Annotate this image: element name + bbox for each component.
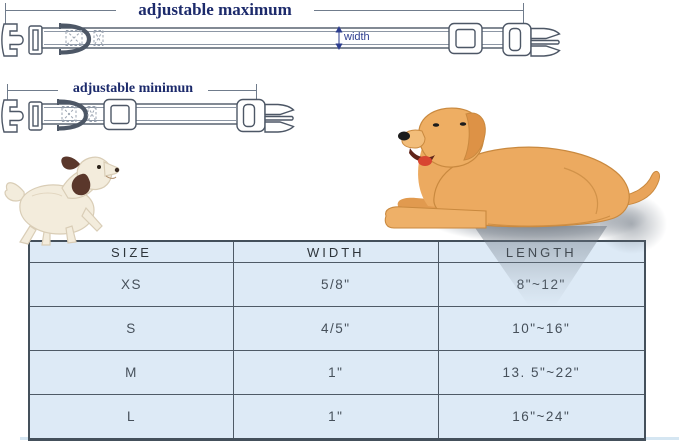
puppy-ear-patch (71, 173, 91, 196)
dog-front-leg (384, 206, 487, 229)
cell-size: M (28, 350, 234, 395)
header-width: WIDTH (233, 240, 439, 263)
dog-eye (459, 122, 467, 126)
small-dog-illustration (4, 156, 120, 246)
collar-strap (41, 27, 507, 49)
cell-size: XS (28, 262, 234, 307)
cell-width: 5/8" (233, 262, 439, 307)
d-ring-icon (57, 99, 89, 131)
stitch-marks (65, 30, 104, 46)
cell-length: 13. 5"~22" (437, 350, 646, 395)
puppy-ear (61, 156, 80, 170)
dog-tongue (418, 156, 432, 166)
adjustable-maximum-label: adjustable maximum (138, 0, 292, 19)
table-row: L 1" 16"~24" (28, 394, 646, 440)
stitch-marks (61, 106, 97, 122)
cell-length: 16"~24" (437, 394, 646, 440)
width-arrow-icon (335, 25, 343, 51)
cell-width: 1" (233, 394, 439, 440)
cell-length: 8"~12" (437, 262, 646, 307)
large-dog-illustration (384, 107, 660, 229)
dog-nose (398, 131, 410, 141)
table-row: S 4/5" 10"~16" (28, 306, 646, 351)
cell-width: 1" (233, 350, 439, 395)
puppy-eye (97, 165, 101, 169)
header-size: SIZE (28, 240, 234, 263)
collar-min-diagram-icon (1, 84, 295, 133)
buckle-female-icon (1, 23, 24, 57)
buckle-female-icon (1, 99, 24, 133)
size-chart-table: SIZE WIDTH LENGTH XS 5/8" 8"~12" S 4/5" … (28, 240, 646, 441)
cell-size: L (28, 394, 234, 440)
cell-width: 4/5" (233, 306, 439, 351)
collar-max-diagram-icon (1, 3, 561, 57)
cell-size: S (28, 306, 234, 351)
header-length: LENGTH (437, 240, 646, 263)
dog-eye (432, 123, 440, 127)
adjustable-minimum-label: adjustable minimun (72, 81, 194, 96)
cell-length: 10"~16" (437, 306, 646, 351)
table-row: XS 5/8" 8"~12" (28, 262, 646, 307)
d-ring-icon (59, 23, 92, 55)
table-row: M 1" 13. 5"~22" (28, 350, 646, 395)
collar-max-drawing (1, 22, 561, 57)
width-label: width (344, 31, 370, 43)
dog-ear (463, 112, 486, 161)
puppy-nose (114, 167, 120, 173)
collar-min-drawing (1, 98, 295, 133)
min-dimension-lines (7, 84, 257, 107)
